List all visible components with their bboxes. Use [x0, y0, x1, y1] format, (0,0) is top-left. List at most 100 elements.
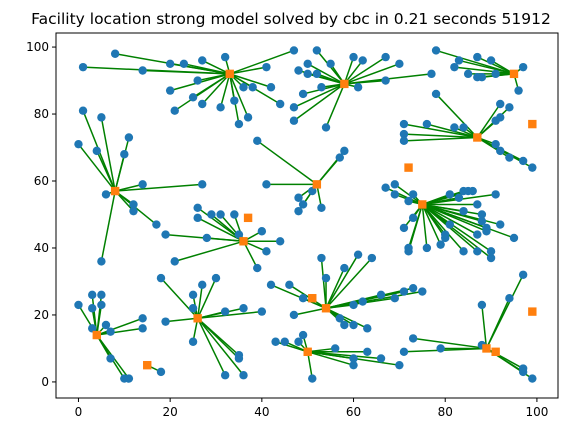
- customer-point: [408, 190, 418, 199]
- assignment-line: [183, 63, 230, 75]
- facility-point: [110, 186, 120, 196]
- customer-point: [138, 180, 147, 189]
- customer-point: [97, 257, 106, 266]
- customer-point: [266, 280, 276, 290]
- customer-point: [363, 324, 372, 333]
- customer-point: [88, 290, 97, 300]
- customer-point: [441, 230, 450, 239]
- customer-point: [303, 59, 312, 69]
- customer-point: [129, 206, 138, 216]
- customer-point: [518, 62, 528, 72]
- facility-point: [404, 163, 413, 172]
- customer-point: [285, 280, 294, 290]
- facility-point: [303, 347, 312, 356]
- y-tick-label: 0: [41, 375, 49, 389]
- customer-point: [496, 220, 505, 229]
- x-tick-label: 100: [525, 405, 548, 419]
- facility-point: [528, 307, 537, 316]
- customer-point: [518, 270, 528, 279]
- customer-point: [514, 86, 523, 95]
- assignment-line: [293, 83, 345, 122]
- customer-point: [349, 300, 358, 310]
- customer-point: [234, 354, 244, 363]
- customer-point: [275, 237, 285, 246]
- assignment-line: [96, 317, 143, 336]
- customer-point: [298, 200, 308, 209]
- customer-point: [326, 59, 335, 69]
- customer-point: [220, 371, 230, 380]
- assignment-line: [114, 183, 143, 192]
- customer-point: [161, 317, 170, 326]
- chart-title: Facility location strong model solved by…: [31, 10, 551, 28]
- customer-point: [298, 89, 308, 99]
- customer-point: [330, 344, 340, 353]
- customer-point: [431, 46, 441, 55]
- customer-point: [473, 52, 482, 62]
- customer-point: [294, 206, 303, 216]
- customer-point: [161, 230, 170, 239]
- customer-point: [74, 139, 83, 149]
- customer-point: [459, 123, 468, 132]
- customer-point: [138, 314, 147, 323]
- customer-point: [230, 210, 239, 219]
- axes: 0 20 40 60 80 100 0 20 40 60 80 100: [26, 40, 548, 419]
- customer-points: [74, 46, 537, 383]
- assignment-line: [413, 337, 487, 350]
- assignment-line: [435, 93, 478, 138]
- customer-point: [88, 324, 97, 333]
- assignment-line: [325, 257, 373, 309]
- customer-point: [404, 247, 413, 256]
- y-tick-label: 100: [26, 40, 49, 54]
- customer-point: [427, 69, 436, 79]
- customer-point: [106, 354, 115, 363]
- assignment-line: [306, 351, 314, 379]
- assignment-line: [481, 304, 488, 349]
- customer-point: [477, 210, 487, 219]
- assignment-line: [476, 103, 501, 138]
- customer-point: [275, 99, 285, 109]
- facility-point: [473, 133, 482, 142]
- x-tick-label: 20: [163, 405, 178, 419]
- facility-point: [308, 294, 317, 303]
- customer-point: [399, 119, 409, 129]
- customer-point: [156, 273, 166, 283]
- facility-point: [509, 69, 519, 79]
- facility-point: [321, 304, 331, 313]
- customer-point: [294, 193, 303, 202]
- customer-point: [486, 56, 496, 65]
- assignment-line: [219, 73, 231, 108]
- customer-point: [101, 190, 111, 199]
- customer-point: [422, 243, 432, 253]
- customer-point: [179, 59, 189, 69]
- facility-point: [528, 119, 537, 129]
- customer-point: [390, 180, 399, 189]
- assignment-line: [458, 59, 515, 75]
- assignment-line: [407, 204, 424, 252]
- customer-point: [376, 290, 386, 300]
- customer-point: [518, 156, 528, 166]
- customer-point: [349, 360, 358, 370]
- customer-point: [436, 240, 445, 249]
- facility-point: [193, 314, 202, 323]
- customer-point: [528, 163, 537, 172]
- customer-point: [239, 83, 248, 92]
- customer-point: [271, 337, 280, 346]
- customer-point: [395, 360, 404, 370]
- y-tick-label: 60: [34, 174, 49, 188]
- assignment-line: [201, 59, 231, 75]
- customer-point: [289, 116, 299, 125]
- customer-point: [491, 69, 500, 79]
- customer-point: [509, 233, 519, 243]
- assignment-line: [485, 274, 524, 349]
- customer-point: [97, 290, 106, 300]
- assignment-line: [394, 183, 423, 206]
- customer-point: [198, 180, 207, 189]
- assignment-line: [421, 203, 465, 252]
- customer-point: [124, 374, 134, 383]
- facility-point: [243, 213, 253, 223]
- assignment-line: [344, 63, 400, 85]
- customer-point: [349, 52, 358, 62]
- customer-point: [482, 227, 491, 236]
- assignment-line: [100, 190, 116, 262]
- customer-point: [88, 304, 97, 313]
